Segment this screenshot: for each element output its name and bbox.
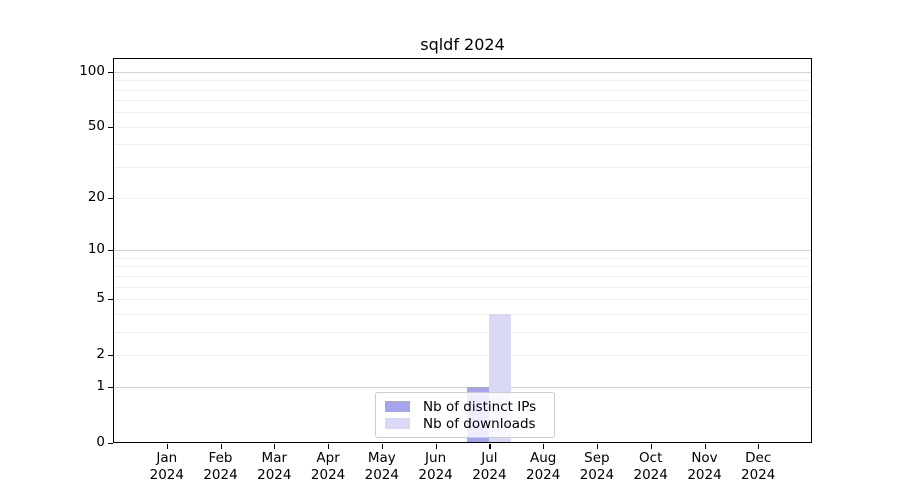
y-axis-tick <box>108 71 113 74</box>
minor-gridline <box>114 331 811 333</box>
legend-swatch-distinct-ips <box>385 401 410 412</box>
x-axis-tick-label: Jul 2024 <box>472 450 507 483</box>
x-axis-tick <box>758 444 760 449</box>
minor-gridline <box>114 298 811 300</box>
y-axis-tick <box>108 198 113 200</box>
x-axis-tick <box>489 444 491 449</box>
x-axis-tick-label: Sep 2024 <box>579 450 615 483</box>
major-gridline <box>114 387 811 389</box>
y-axis-tick-label: 2 <box>96 345 105 362</box>
minor-gridline <box>114 126 811 128</box>
y-axis-tick <box>108 387 113 389</box>
legend-label-downloads: Nb of downloads <box>423 415 536 432</box>
x-axis-tick-label: Mar 2024 <box>257 450 292 483</box>
y-axis-tick-label: 5 <box>96 289 105 306</box>
y-axis-tick-label: 1 <box>96 378 105 395</box>
y-axis-tick-label: 20 <box>87 189 105 206</box>
legend-item-distinct-ips: Nb of distinct IPs <box>385 398 545 415</box>
y-axis-tick-label: 100 <box>79 62 105 79</box>
minor-gridline <box>114 275 811 277</box>
minor-gridline <box>114 112 811 114</box>
x-axis-tick <box>328 444 330 449</box>
y-axis-tick <box>108 354 113 356</box>
x-axis-tick <box>704 444 706 449</box>
legend-label-distinct-ips: Nb of distinct IPs <box>423 398 537 415</box>
x-axis-tick <box>220 444 222 449</box>
x-axis-tick-label: Oct 2024 <box>633 450 668 483</box>
x-axis-tick-label: Feb 2024 <box>203 450 238 483</box>
major-gridline <box>114 71 811 73</box>
minor-gridline <box>114 313 811 315</box>
x-axis-tick <box>650 444 652 449</box>
x-axis-tick <box>381 444 383 449</box>
x-axis-tick <box>596 444 599 449</box>
x-axis-tick <box>166 444 168 449</box>
x-axis-tick-label: Nov 2024 <box>687 450 722 483</box>
x-axis-tick-label: Apr 2024 <box>310 450 346 483</box>
x-axis-tick <box>274 444 276 449</box>
legend-item-downloads: Nb of downloads <box>385 415 545 432</box>
major-gridline <box>114 250 811 252</box>
minor-gridline <box>114 198 811 200</box>
y-axis-tick <box>108 126 113 128</box>
minor-gridline <box>114 257 811 259</box>
y-axis-tick-label: 50 <box>87 117 105 134</box>
y-axis-tick <box>108 250 113 252</box>
minor-gridline <box>114 166 811 168</box>
minor-gridline <box>114 266 811 268</box>
minor-gridline <box>114 144 811 146</box>
legend-swatch-downloads <box>385 418 410 429</box>
x-axis-tick-label: Dec 2024 <box>741 450 776 483</box>
x-axis-tick <box>435 444 437 449</box>
minor-gridline <box>114 100 811 102</box>
minor-gridline <box>114 286 811 288</box>
y-axis-tick <box>108 298 113 301</box>
y-axis-tick-label: 10 <box>87 241 105 258</box>
x-axis-tick-label: Jun 2024 <box>418 450 453 483</box>
minor-gridline <box>114 354 811 356</box>
x-axis-tick-label: Jan 2024 <box>149 450 184 483</box>
minor-gridline <box>114 80 811 82</box>
x-axis-tick-label: May 2024 <box>364 450 399 483</box>
legend: Nb of distinct IPs Nb of downloads <box>375 392 555 438</box>
x-axis-tick <box>543 444 545 449</box>
minor-gridline <box>114 89 811 91</box>
chart-title: sqldf 2024 <box>420 35 505 54</box>
y-axis-tick-label: 0 <box>96 434 105 450</box>
y-axis-tick <box>108 443 113 445</box>
x-axis-tick-label: Aug 2024 <box>526 450 561 483</box>
